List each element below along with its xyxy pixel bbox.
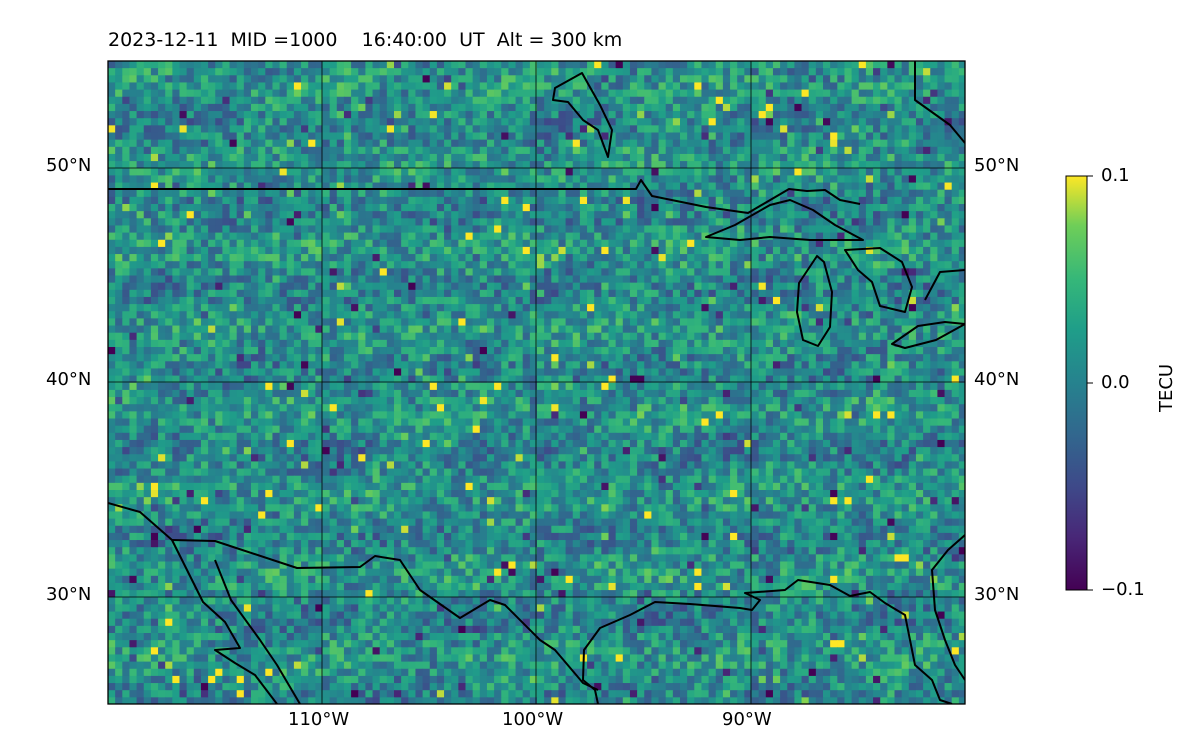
lat-label-50n-right: 50°N <box>974 155 1020 176</box>
colorbar-ticks <box>1087 175 1093 591</box>
lat-label-40n-right: 40°N <box>974 369 1020 390</box>
map-frame <box>107 60 966 705</box>
colorbar <box>1065 175 1088 591</box>
lat-label-50n-left: 50°N <box>46 155 92 176</box>
hudson-bay-coast <box>552 72 613 158</box>
lake-superior <box>705 199 864 241</box>
lake-michigan <box>796 255 833 347</box>
florida-coast <box>931 534 965 681</box>
tec-heatmap <box>108 61 965 704</box>
lon-label-90w: 90°W <box>722 709 772 730</box>
lake-huron <box>844 247 913 313</box>
hudson-bay-east-coast <box>914 61 965 144</box>
us-mexico-border <box>171 539 599 691</box>
title-altitude: Alt = 300 km <box>496 29 623 51</box>
us-canada-border <box>108 179 861 214</box>
colorbar-tick-zero: 0.0 <box>1101 372 1130 393</box>
lon-label-110w: 110°W <box>288 709 350 730</box>
lake-ontario <box>924 269 965 301</box>
gulf-of-california <box>214 559 301 704</box>
colorbar-title: TECU <box>1156 363 1177 412</box>
title-time: 16:40:00 <box>361 29 447 51</box>
lon-label-100w: 100°W <box>502 709 564 730</box>
lat-label-40n-left: 40°N <box>46 369 92 390</box>
lat-label-30n-right: 30°N <box>974 584 1020 605</box>
colorbar-tick-min: −0.1 <box>1101 579 1145 600</box>
colorbar-tick-max: 0.1 <box>1101 165 1130 186</box>
coastlines-and-borders <box>108 61 965 704</box>
lat-label-30n-left: 30°N <box>46 584 92 605</box>
baja-california <box>108 502 278 704</box>
lake-erie <box>891 321 965 349</box>
title-ut: UT <box>459 29 485 51</box>
mexico-gulf-coast <box>582 579 953 704</box>
title-date: 2023-12-11 <box>108 29 219 51</box>
title-mid: MID =1000 <box>230 29 338 51</box>
graticule <box>108 61 965 704</box>
figure-title: 2023-12-11 MID =1000 16:40:00 UT Alt = 3… <box>108 29 622 51</box>
